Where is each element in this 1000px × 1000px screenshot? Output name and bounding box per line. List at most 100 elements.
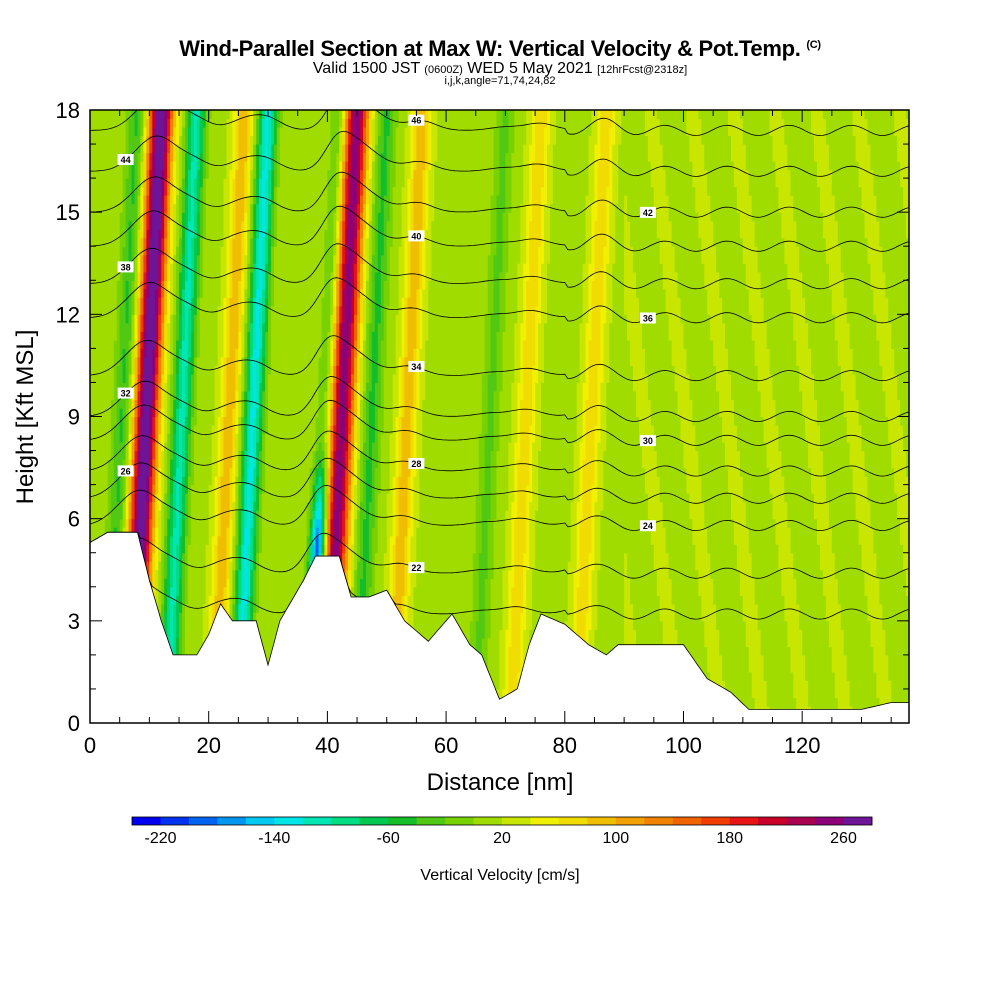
w-cell [155, 450, 159, 460]
w-cell [125, 518, 130, 528]
w-cell [244, 288, 248, 298]
w-cell [113, 425, 118, 435]
w-cell [279, 203, 284, 213]
w-cell [140, 152, 144, 162]
w-cell [146, 391, 150, 401]
w-cell [220, 527, 225, 537]
w-cell [208, 425, 213, 435]
w-cell [193, 254, 198, 264]
w-cell [253, 416, 257, 426]
w-cell [182, 186, 186, 196]
w-cell [208, 595, 213, 605]
w-cell [288, 212, 293, 222]
w-cell [143, 365, 147, 375]
w-cell [232, 527, 236, 537]
chart-title: Wind-Parallel Section at Max W: Vertical… [0, 36, 1000, 62]
w-cell [259, 195, 263, 205]
w-cell [250, 476, 254, 486]
w-cell [190, 203, 195, 213]
w-cell [214, 220, 219, 230]
w-cell [205, 544, 210, 554]
w-cell [217, 246, 222, 256]
w-cell [167, 220, 171, 230]
w-cell [167, 118, 171, 128]
w-cell [107, 110, 112, 120]
w-cell [282, 246, 287, 256]
w-cell [122, 246, 127, 256]
w-cell [152, 246, 156, 256]
w-cell [208, 433, 213, 443]
w-cell [241, 288, 245, 298]
w-cell [238, 399, 242, 409]
w-cell [98, 450, 103, 460]
w-cell [262, 552, 266, 562]
w-cell [185, 297, 189, 307]
w-cell [90, 356, 94, 366]
w-cell [176, 195, 180, 205]
w-cell [256, 416, 260, 426]
w-cell [152, 118, 156, 128]
w-cell [125, 110, 130, 120]
w-cell [202, 152, 207, 162]
w-cell [276, 527, 281, 537]
w-cell [226, 246, 231, 256]
w-cell [288, 382, 293, 392]
w-cell [202, 595, 207, 605]
w-cell [265, 578, 269, 588]
w-cell [220, 569, 225, 579]
w-cell [113, 493, 118, 503]
w-cell [291, 127, 296, 137]
w-cell [113, 178, 118, 188]
w-cell [279, 373, 284, 383]
w-cell [187, 263, 192, 273]
w-cell [241, 152, 245, 162]
w-cell [265, 391, 269, 401]
w-cell [179, 646, 183, 656]
w-cell [262, 382, 266, 392]
w-cell [170, 186, 174, 196]
w-cell [193, 161, 198, 171]
w-cell [211, 186, 216, 196]
w-cell [161, 152, 165, 162]
w-cell [238, 110, 242, 120]
w-cell [226, 161, 231, 171]
w-cell [170, 144, 174, 154]
w-cell [276, 169, 281, 179]
w-cell [176, 280, 180, 290]
w-cell [182, 195, 186, 205]
w-cell [282, 110, 287, 120]
w-cell [241, 612, 245, 622]
w-cell [220, 195, 225, 205]
w-cell [110, 220, 115, 230]
w-cell [268, 127, 272, 137]
w-cell [134, 195, 139, 205]
w-cell [259, 467, 263, 477]
w-cell [274, 254, 278, 264]
w-cell [268, 144, 272, 154]
w-cell [98, 322, 103, 332]
w-cell [279, 220, 284, 230]
w-cell [199, 527, 204, 537]
w-cell [288, 203, 293, 213]
w-cell [146, 169, 150, 179]
w-cell [271, 254, 275, 264]
w-cell [119, 442, 124, 452]
w-cell [223, 425, 228, 435]
w-cell [271, 561, 275, 571]
w-cell [235, 501, 239, 511]
w-cell [268, 578, 272, 588]
w-cell [152, 331, 156, 341]
w-cell [271, 195, 275, 205]
w-cell [279, 161, 284, 171]
w-cell [158, 382, 162, 392]
w-cell [214, 416, 219, 426]
w-cell [185, 416, 189, 426]
w-cell [214, 169, 219, 179]
w-cell [253, 203, 257, 213]
w-cell [282, 501, 287, 511]
w-cell [196, 510, 201, 520]
w-cell [176, 603, 180, 613]
w-cell [244, 535, 248, 545]
w-cell [288, 152, 293, 162]
w-cell [131, 169, 136, 179]
